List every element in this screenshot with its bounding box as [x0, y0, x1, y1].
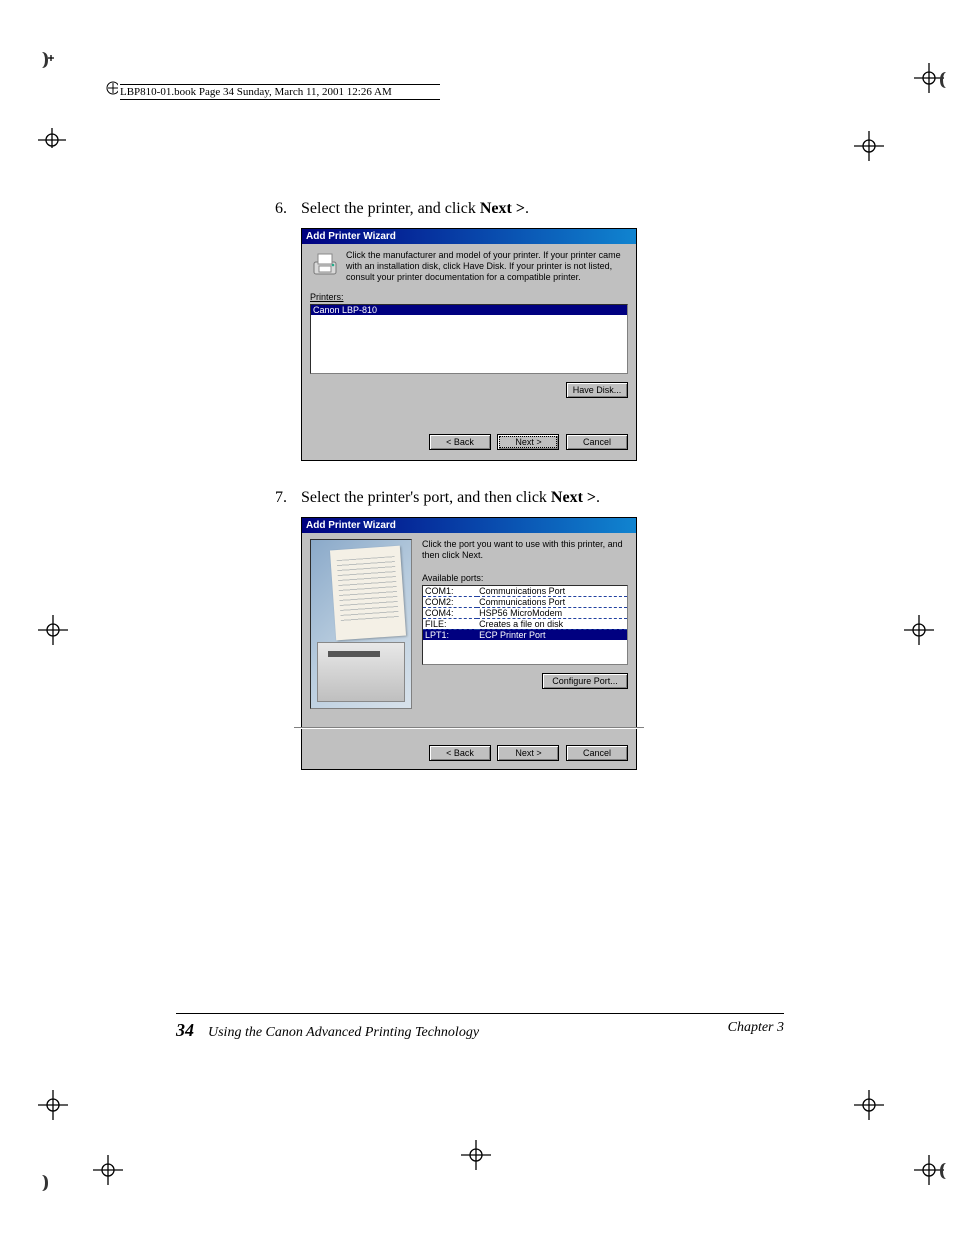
- dialog-2-instruction: Click the port you want to use with this…: [422, 539, 628, 561]
- dialog-select-port: Add Printer Wizard Click the port you wa…: [301, 517, 637, 770]
- crop-mark-ml: [38, 610, 78, 650]
- printer-option-selected[interactable]: Canon LBP-810: [311, 305, 627, 315]
- crop-mark-mr: [894, 610, 934, 650]
- wizard-sidebar-image: [310, 539, 412, 709]
- back-button-1[interactable]: < Back: [429, 434, 491, 450]
- printers-listbox[interactable]: Canon LBP-810: [310, 304, 628, 374]
- step-7: 7. Select the printer's port, and then c…: [275, 489, 795, 770]
- port-option[interactable]: COM1:Communications Port: [423, 586, 627, 597]
- step-7-text: Select the printer's port, and then clic…: [301, 489, 795, 507]
- dialog-1-instruction: Click the manufacturer and model of your…: [346, 250, 628, 282]
- printers-label: Printers:: [310, 292, 344, 302]
- port-option[interactable]: COM2:Communications Port: [423, 596, 627, 607]
- ports-listbox[interactable]: COM1:Communications Port COM2:Communicat…: [422, 585, 628, 665]
- printer-icon: [310, 250, 340, 280]
- configure-port-button[interactable]: Configure Port...: [542, 673, 628, 689]
- page-header: LBP810-01.book Page 34 Sunday, March 11,…: [120, 84, 440, 100]
- next-button-2[interactable]: Next >: [497, 745, 559, 761]
- ports-label: Available ports:: [422, 573, 628, 583]
- dialog-1-title: Add Printer Wizard: [302, 229, 636, 244]
- page-number: 34: [176, 1020, 194, 1041]
- step-6: 6. Select the printer, and click Next >.…: [275, 200, 795, 461]
- port-option[interactable]: COM4:HSP56 MicroModem: [423, 607, 627, 618]
- page-footer: 34 Using the Canon Advanced Printing Tec…: [176, 1013, 784, 1041]
- back-button-2[interactable]: < Back: [429, 745, 491, 761]
- step-7-num: 7.: [275, 489, 301, 507]
- footer-chapter: Chapter 3: [728, 1020, 784, 1041]
- dialog-select-printer: Add Printer Wizard Click the manufacture…: [301, 228, 637, 461]
- crop-mark-tl: [38, 48, 118, 148]
- crop-mark-bl: [38, 1075, 138, 1195]
- page-header-text: LBP810-01.book Page 34 Sunday, March 11,…: [120, 86, 392, 98]
- port-option-selected[interactable]: LPT1:ECP Printer Port: [423, 629, 627, 640]
- cancel-button-2[interactable]: Cancel: [566, 745, 628, 761]
- main-content: 6. Select the printer, and click Next >.…: [275, 200, 795, 798]
- cancel-button-1[interactable]: Cancel: [566, 434, 628, 450]
- crop-mark-bc: [456, 1135, 496, 1175]
- crop-mark-tr: [854, 48, 954, 168]
- footer-title: Using the Canon Advanced Printing Techno…: [208, 1025, 479, 1041]
- dialog-2-title: Add Printer Wizard: [302, 518, 636, 533]
- step-6-num: 6.: [275, 200, 301, 218]
- step-6-text: Select the printer, and click Next >.: [301, 200, 795, 218]
- port-option[interactable]: FILE:Creates a file on disk: [423, 618, 627, 629]
- have-disk-button[interactable]: Have Disk...: [566, 382, 628, 398]
- next-button-1[interactable]: Next >: [497, 434, 559, 450]
- crop-mark-br: [854, 1075, 954, 1195]
